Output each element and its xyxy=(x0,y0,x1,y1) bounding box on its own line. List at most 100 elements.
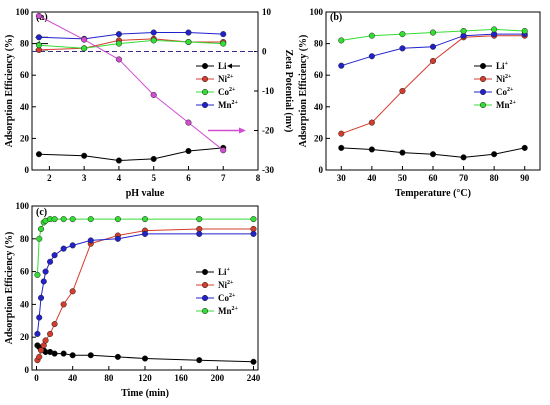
legend-label: Ni2+ xyxy=(218,280,234,290)
legend-marker xyxy=(201,281,209,289)
data-point xyxy=(185,29,192,36)
data-point xyxy=(368,119,375,126)
data-point xyxy=(114,235,121,242)
legend-label: Co2+ xyxy=(496,87,514,97)
data-point xyxy=(115,40,122,47)
arrow-right-icon xyxy=(239,127,246,134)
legend-label: Mn2+ xyxy=(218,306,239,316)
data-point xyxy=(36,314,43,321)
legend-label: Co2+ xyxy=(218,293,236,303)
legend-label-base: Li xyxy=(218,267,227,277)
x-tick-label: 4 xyxy=(117,173,122,183)
data-point xyxy=(429,29,437,36)
y-axis-title: Adsorption Efficiency (%) xyxy=(4,232,15,345)
data-point xyxy=(87,237,94,244)
data-point xyxy=(34,330,41,337)
y-tick-label: 60 xyxy=(20,267,30,277)
data-point xyxy=(141,230,149,237)
legend-marker xyxy=(479,101,487,109)
legend-label: Li+ xyxy=(218,267,231,277)
y-tick-label: 0 xyxy=(25,165,30,175)
data-point xyxy=(36,353,43,360)
data-point xyxy=(51,252,58,259)
x-tick-label: 80 xyxy=(490,173,500,183)
data-point xyxy=(51,350,58,357)
x-tick-label: 40 xyxy=(367,173,377,183)
data-point xyxy=(87,216,94,223)
series-line-2 xyxy=(38,38,224,51)
y-tick-label: 20 xyxy=(20,332,30,342)
data-point xyxy=(51,321,58,328)
y2-tick-label: -10 xyxy=(262,86,274,96)
legend-marker xyxy=(201,307,209,315)
y2-tick-label: -30 xyxy=(262,165,274,175)
legend-label-superscript: 2+ xyxy=(505,74,512,80)
legend-marker xyxy=(479,75,487,83)
legend-label: Ni2+ xyxy=(496,74,512,84)
data-point xyxy=(338,130,345,137)
data-point xyxy=(250,216,257,223)
legend-label-superscript: 2+ xyxy=(510,100,517,106)
data-point xyxy=(338,37,345,44)
legend-label-superscript: 2+ xyxy=(229,293,236,299)
data-point xyxy=(220,31,227,38)
series-line-2 xyxy=(341,35,525,135)
data-point xyxy=(368,53,375,60)
panel-label: (b) xyxy=(330,12,342,23)
panel-label: (c) xyxy=(36,207,47,218)
data-point xyxy=(196,357,203,364)
data-point xyxy=(69,352,76,359)
data-point xyxy=(185,147,192,155)
y-tick-label: 40 xyxy=(314,102,324,112)
x-tick-label: 240 xyxy=(247,373,261,383)
x-axis-title: Time (min) xyxy=(121,388,169,399)
legend-marker xyxy=(201,268,209,276)
data-point xyxy=(150,29,157,36)
data-point xyxy=(141,216,149,223)
data-point xyxy=(150,91,157,98)
legend-label: Li xyxy=(218,61,227,71)
legend-label: Co2+ xyxy=(218,87,236,97)
x-tick-label: 7 xyxy=(221,173,226,183)
y-tick-label: 80 xyxy=(314,39,324,49)
data-point xyxy=(338,62,345,69)
data-point xyxy=(60,216,67,223)
data-point xyxy=(250,230,257,237)
data-point xyxy=(81,152,88,159)
legend-label-superscript: 2+ xyxy=(232,100,239,106)
x-tick-label: 8 xyxy=(256,173,261,183)
legend-label-base: Co xyxy=(218,87,229,97)
data-point xyxy=(491,151,498,158)
data-point xyxy=(42,337,49,344)
data-point xyxy=(429,151,437,158)
data-point xyxy=(35,34,43,41)
data-point xyxy=(87,352,94,359)
data-point xyxy=(185,119,192,126)
data-point xyxy=(35,12,43,19)
x-axis-title: pH value xyxy=(126,188,165,199)
y2-tick-label: 0 xyxy=(262,47,267,57)
data-point xyxy=(51,216,58,223)
data-point xyxy=(81,36,88,43)
data-point xyxy=(491,26,498,33)
x-tick-label: 80 xyxy=(104,373,114,383)
y-tick-label: 80 xyxy=(20,234,30,244)
data-point xyxy=(115,56,122,63)
x-tick-label: 2 xyxy=(47,173,52,183)
data-point xyxy=(220,147,227,154)
legend-label: Mn2+ xyxy=(496,100,517,110)
x-tick-label: 3 xyxy=(82,173,87,183)
data-point xyxy=(429,43,437,50)
data-point xyxy=(40,278,47,285)
y-tick-label: 20 xyxy=(314,133,324,143)
data-point xyxy=(250,358,257,365)
data-point xyxy=(460,154,467,161)
legend-label-base: Ni xyxy=(496,74,505,84)
data-point xyxy=(60,350,67,357)
chart-panel-2: 30 40 50 60 70 80 90 0 20 40 60 80 100 Temperature (°… xyxy=(298,7,541,199)
legend-label-superscript: 2+ xyxy=(227,280,234,286)
legend-label: Mn2+ xyxy=(218,100,239,110)
x-tick-label: 0 xyxy=(34,373,39,383)
x-axis-title: Temperature (°C) xyxy=(395,188,471,199)
data-point xyxy=(35,42,43,49)
